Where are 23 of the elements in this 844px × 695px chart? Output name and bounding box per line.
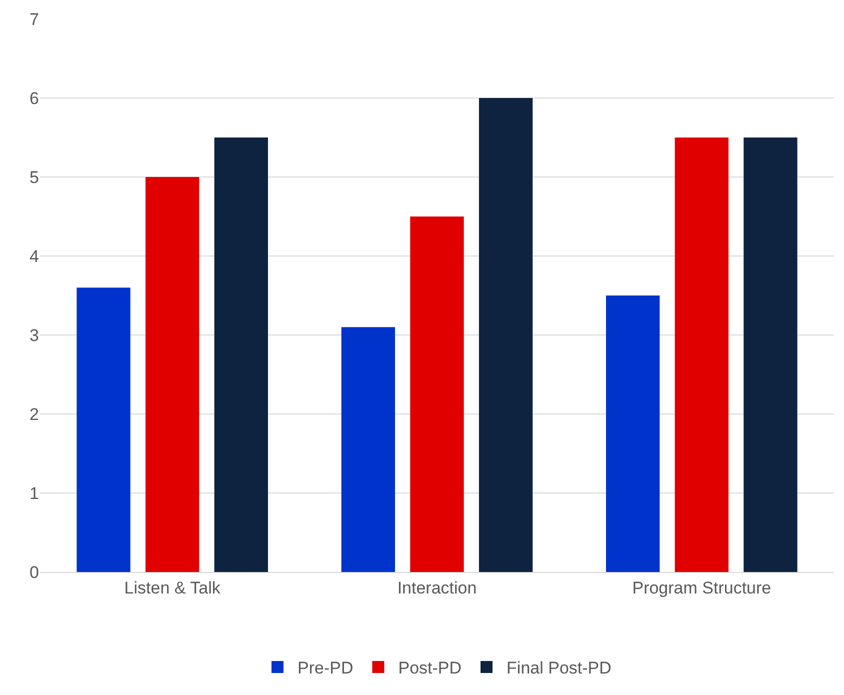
bar <box>478 98 533 572</box>
bar <box>76 288 130 572</box>
y-tick-label: 3 <box>30 326 39 345</box>
x-tick-label: Interaction <box>397 578 477 598</box>
bar <box>410 216 464 572</box>
bar <box>674 138 728 572</box>
bar <box>341 327 396 572</box>
y-tick-label: 0 <box>30 562 39 582</box>
y-tick-label: 6 <box>30 88 39 108</box>
legend-label: Pre-PD <box>298 658 354 678</box>
bar <box>606 296 660 572</box>
y-tick-label: 5 <box>30 168 39 187</box>
x-tick-label: Program Structure <box>632 578 772 598</box>
y-tick-label: 4 <box>30 246 39 266</box>
y-tick-label: 7 <box>30 10 39 29</box>
legend-label: Post-PD <box>398 658 462 678</box>
bar <box>744 138 798 572</box>
legend-label: Final Post-PD <box>506 658 612 678</box>
bar <box>146 177 200 572</box>
y-tick-label: 2 <box>30 404 39 424</box>
x-tick-label: Listen & Talk <box>124 578 221 598</box>
y-tick-label: 1 <box>30 484 39 503</box>
bar <box>214 138 268 572</box>
